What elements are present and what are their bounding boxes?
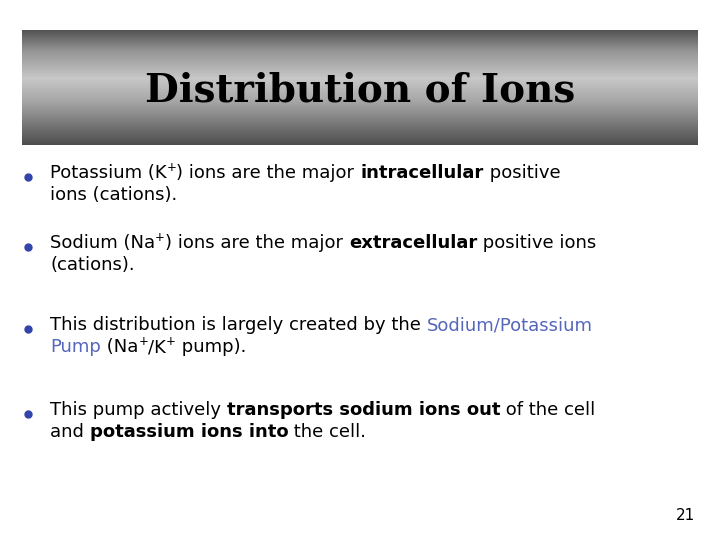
Text: 21: 21 <box>676 508 695 523</box>
Text: +: + <box>155 231 165 244</box>
Text: the cell.: the cell. <box>288 423 366 441</box>
Text: Sodium (Na: Sodium (Na <box>50 234 155 252</box>
Text: (Na: (Na <box>101 338 138 356</box>
Text: /K: /K <box>148 338 166 356</box>
Text: Pump: Pump <box>50 338 101 356</box>
Text: Potassium (K: Potassium (K <box>50 164 166 182</box>
Text: +: + <box>166 335 176 348</box>
Text: intracellular: intracellular <box>360 164 484 182</box>
Text: positive: positive <box>484 164 560 182</box>
Text: of the cell: of the cell <box>500 401 595 419</box>
Text: +: + <box>166 161 176 174</box>
Text: Distribution of Ions: Distribution of Ions <box>145 71 575 109</box>
Text: potassium ions into: potassium ions into <box>89 423 288 441</box>
Text: +: + <box>138 335 148 348</box>
Text: Sodium/Potassium: Sodium/Potassium <box>427 316 593 334</box>
Text: ) ions are the major: ) ions are the major <box>176 164 360 182</box>
Text: (cations).: (cations). <box>50 256 135 274</box>
Text: transports sodium ions out: transports sodium ions out <box>227 401 500 419</box>
Text: pump).: pump). <box>176 338 246 356</box>
Text: This distribution is largely created by the: This distribution is largely created by … <box>50 316 427 334</box>
Text: ions (cations).: ions (cations). <box>50 186 177 204</box>
Text: and: and <box>50 423 89 441</box>
Text: positive ions: positive ions <box>477 234 596 252</box>
Text: ) ions are the major: ) ions are the major <box>165 234 348 252</box>
Text: extracellular: extracellular <box>348 234 477 252</box>
Text: This pump actively: This pump actively <box>50 401 227 419</box>
